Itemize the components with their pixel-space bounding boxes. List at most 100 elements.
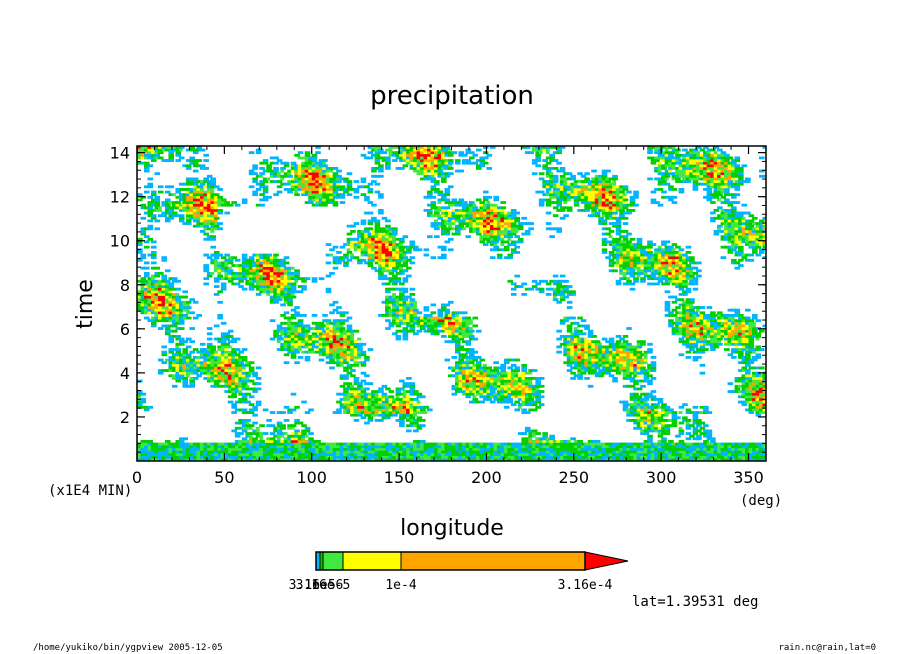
field-cell: [385, 403, 389, 407]
field-cell: [703, 314, 709, 317]
field-cell: [329, 340, 334, 344]
field-cell: [318, 442, 325, 446]
field-cell: [220, 342, 227, 346]
field-cell: [528, 432, 534, 435]
field-cell: [713, 345, 720, 349]
field-cell: [409, 382, 416, 386]
field-cell: [759, 390, 763, 393]
field-cell: [350, 363, 356, 367]
field-cell: [496, 392, 503, 396]
field-cell: [206, 450, 213, 454]
field-cell: [385, 387, 391, 391]
field-cell: [486, 382, 493, 386]
field-cell: [647, 264, 652, 267]
field-cell: [315, 348, 320, 351]
field-cell: [650, 447, 655, 451]
field-cell: [650, 429, 657, 433]
field-cell: [245, 447, 251, 451]
field-cell: [671, 447, 678, 451]
field-cell: [696, 337, 700, 341]
field-cell: [685, 282, 690, 286]
field-cell: [671, 266, 676, 270]
field-cell: [507, 374, 512, 378]
field-cell: [563, 345, 568, 349]
field-cell: [392, 321, 398, 325]
field-cell: [301, 335, 307, 338]
field-cell: [409, 387, 416, 391]
field-cell: [699, 426, 706, 430]
field-cell: [552, 298, 559, 302]
field-cell: [507, 455, 512, 459]
field-cell: [217, 264, 223, 267]
field-cell: [622, 405, 629, 409]
field-cell: [367, 264, 374, 267]
field-cell: [175, 345, 180, 349]
field-cell: [559, 287, 564, 291]
field-cell: [430, 442, 437, 446]
field-cell: [357, 447, 363, 451]
field-cell: [479, 371, 486, 375]
field-cell: [434, 327, 438, 330]
field-cell: [178, 447, 183, 451]
field-cell: [245, 387, 251, 391]
field-cell: [343, 455, 349, 459]
field-cell: [276, 455, 281, 459]
field-cell: [601, 447, 608, 451]
field-cell: [647, 437, 653, 441]
field-cell: [633, 405, 639, 409]
field-cell: [493, 458, 500, 461]
field-cell: [454, 382, 461, 386]
field-cell: [745, 358, 751, 362]
field-cell: [619, 447, 624, 451]
field-cell: [402, 416, 409, 420]
field-cell: [220, 455, 225, 459]
field-cell: [689, 329, 693, 333]
field-cell: [622, 445, 629, 449]
field-cell: [696, 429, 702, 433]
field-cell: [507, 279, 514, 283]
field-cell: [413, 408, 419, 412]
field-cell: [594, 440, 601, 443]
field-cell: [273, 295, 279, 299]
field-cell: [528, 453, 534, 456]
field-cell: [336, 411, 342, 414]
field-cell: [245, 434, 251, 438]
field-cell: [402, 290, 409, 294]
field-cell: [594, 353, 601, 357]
field-cell: [671, 300, 678, 304]
field-cell: [706, 314, 713, 317]
field-cell: [633, 419, 639, 422]
field-cell: [489, 382, 494, 386]
field-cell: [636, 269, 641, 273]
field-cell: [748, 377, 755, 380]
field-cell: [350, 408, 355, 412]
field-cell: [682, 416, 688, 420]
field-cell: [689, 342, 695, 346]
field-cell: [381, 445, 388, 449]
field-cell: [322, 342, 328, 346]
field-cell: [206, 371, 211, 375]
field-cell: [329, 350, 334, 354]
field-cell: [584, 345, 589, 349]
field-cell: [468, 329, 475, 333]
field-cell: [301, 440, 306, 443]
field-cell: [430, 445, 437, 449]
field-cell: [503, 450, 508, 454]
field-cell: [392, 403, 396, 407]
field-cell: [559, 447, 566, 451]
field-cell: [399, 314, 403, 317]
field-cell: [283, 316, 290, 320]
field-cell: [231, 395, 237, 399]
field-cell: [468, 442, 473, 446]
field-cell: [206, 369, 213, 372]
field-cell: [371, 398, 375, 401]
field-cell: [280, 290, 286, 294]
field-cell: [175, 371, 182, 375]
field-cell: [503, 405, 510, 409]
field-cell: [734, 387, 741, 391]
field-cell: [224, 384, 230, 388]
field-cell: [671, 327, 678, 330]
field-cell: [570, 353, 575, 357]
field-cell: [482, 455, 489, 459]
field-cell: [685, 269, 690, 273]
